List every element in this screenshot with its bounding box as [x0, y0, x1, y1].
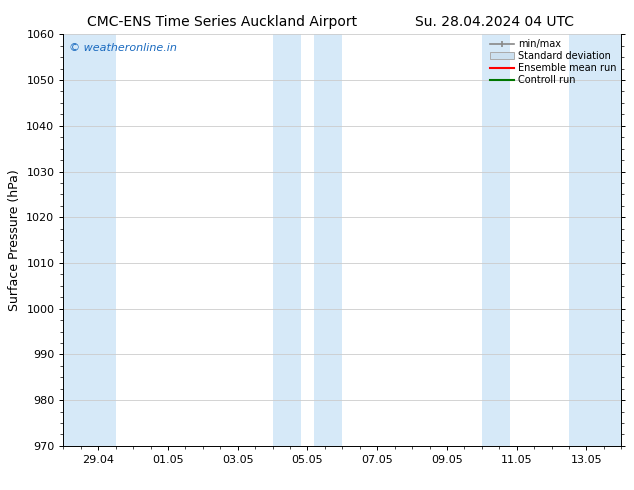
Y-axis label: Surface Pressure (hPa): Surface Pressure (hPa) — [8, 169, 21, 311]
Bar — [63, 34, 115, 446]
Text: © weatheronline.in: © weatheronline.in — [69, 43, 177, 52]
Legend: min/max, Standard deviation, Ensemble mean run, Controll run: min/max, Standard deviation, Ensemble me… — [488, 37, 618, 87]
Bar — [314, 34, 342, 446]
Text: Su. 28.04.2024 04 UTC: Su. 28.04.2024 04 UTC — [415, 15, 574, 29]
Text: CMC-ENS Time Series Auckland Airport: CMC-ENS Time Series Auckland Airport — [87, 15, 357, 29]
Bar — [569, 34, 621, 446]
Bar — [273, 34, 301, 446]
Bar — [482, 34, 510, 446]
